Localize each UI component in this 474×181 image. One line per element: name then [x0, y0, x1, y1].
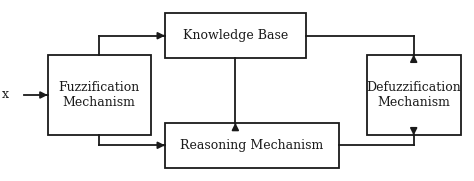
FancyBboxPatch shape [165, 13, 306, 58]
FancyBboxPatch shape [165, 123, 338, 168]
FancyBboxPatch shape [47, 55, 151, 135]
Text: Defuzzification
Mechanism: Defuzzification Mechanism [366, 81, 461, 109]
Text: Knowledge Base: Knowledge Base [183, 29, 288, 42]
Text: Reasoning Mechanism: Reasoning Mechanism [180, 139, 323, 152]
Text: x: x [2, 89, 9, 102]
Text: Fuzzification
Mechanism: Fuzzification Mechanism [59, 81, 140, 109]
FancyBboxPatch shape [367, 55, 461, 135]
